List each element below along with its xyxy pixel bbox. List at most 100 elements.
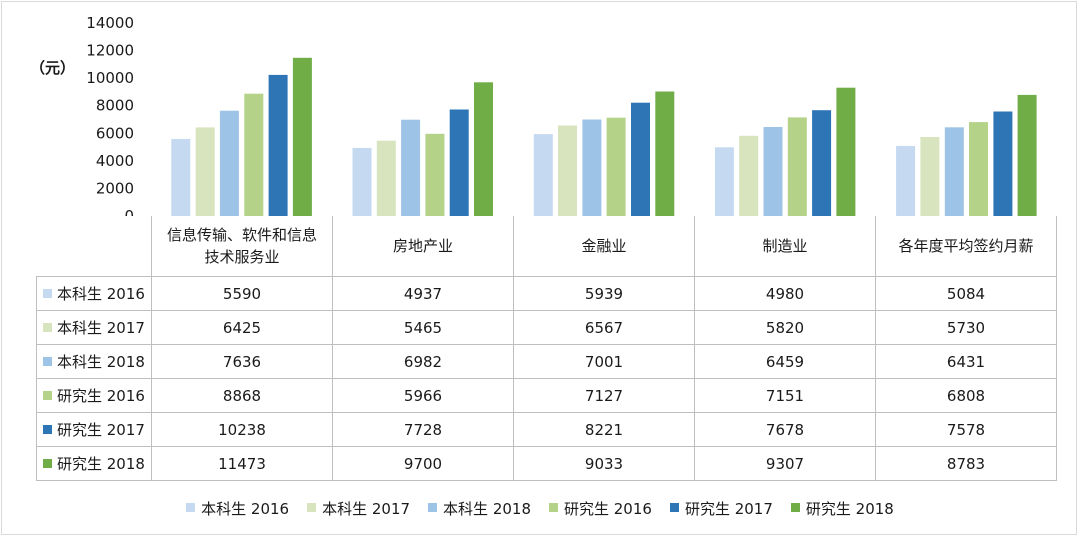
table-cell-value: 4937 [332,276,514,311]
legend-label: 研究生 2017 [684,499,773,518]
series-swatch [43,391,52,400]
table-cell-value: 5730 [875,310,1057,345]
bar [1017,94,1037,216]
table-cell-value: 6425 [151,310,333,345]
bar [836,87,856,216]
table-cell-value: 9033 [513,446,695,481]
bar [292,57,312,216]
series-name: 本科生 2017 [57,319,145,337]
bar [655,91,675,216]
table-cell-value: 8783 [875,446,1057,481]
bar [244,93,264,216]
bar [739,135,759,216]
table-cell-value: 7678 [694,412,876,447]
table-cell-value: 5820 [694,310,876,345]
table-cell-value: 8868 [151,378,333,413]
legend-swatch [307,502,317,512]
category-label: 金融业 [513,216,695,277]
category-label-text: 制造业 [762,237,808,255]
bar [993,111,1013,216]
y-tick-label: 6000 [96,124,134,142]
table-cell-value: 8221 [513,412,695,447]
bar [352,147,372,216]
y-axis-ticks: 0 2000 4000 6000 8000 10000 12000 14000 [86,14,134,216]
table-cell-value: 11473 [151,446,333,481]
legend: 本科生 2016 本科生 2017 本科生 2018 研究生 2016 研究生 2017… [0,494,1080,522]
table-row: 研究生 2017 10238 7728 8221 7678 7578 [36,412,1057,447]
table-row: 研究生 2016 8868 5966 7127 7151 6808 [36,378,1057,413]
bar [896,145,916,216]
series-name: 研究生 2018 [57,455,145,473]
table-row: 本科生 2016 5590 4937 5939 4980 5084 [36,276,1057,311]
y-tick-label: 0 [124,207,134,216]
table-cell-value: 7728 [332,412,514,447]
legend-swatch [428,502,438,512]
table-cell-value: 6459 [694,344,876,379]
chart-plot: （元） 0 2000 4000 6000 8000 10000 12000 14000 [30,14,1037,216]
bar [474,82,493,216]
legend-item: 研究生 2018 [790,498,894,519]
y-tick-label: 12000 [86,42,134,60]
table-row: 研究生 2018 11473 9700 9033 9307 8783 [36,446,1057,481]
bar [558,125,577,216]
series-label-cell: 研究生 2018 [36,446,152,481]
series-swatch [43,323,52,332]
table-cell-value: 6431 [875,344,1057,379]
bar [920,137,940,216]
bar [631,102,650,216]
table-cell-value: 6808 [875,378,1057,413]
table-cell-value: 4980 [694,276,876,311]
table-cell-value: 5590 [151,276,333,311]
table-cell-value: 6982 [332,344,514,379]
category-label-text: 金融业 [581,237,627,255]
legend-item: 研究生 2016 [549,498,652,519]
y-tick-label: 2000 [96,179,134,197]
bars-group [171,57,1037,216]
table-cell-value: 7151 [694,378,876,413]
bar [195,127,215,216]
bar [401,119,421,216]
legend-swatch [186,502,196,512]
bar [944,127,964,216]
table-row: 本科生 2017 6425 5465 6567 5820 5730 [36,310,1057,345]
series-swatch [43,459,52,468]
legend-swatch [669,502,679,512]
bar [969,122,988,216]
bar [533,134,553,216]
series-label-cell: 研究生 2017 [36,412,152,447]
table-cell-value: 9700 [332,446,514,481]
series-swatch [43,425,52,434]
bar [763,127,783,216]
table-corner [36,216,152,277]
category-label: 信息传输、软件和信息技术服务业 [151,216,333,277]
legend-item: 研究生 2017 [669,498,773,519]
table-header-row: 信息传输、软件和信息技术服务业 房地产业 金融业 制造业 各年度平均签约月薪 [36,216,1057,277]
table-cell-value: 5966 [332,378,514,413]
series-name: 本科生 2016 [57,285,145,303]
category-label-text: 各年度平均签约月薪 [898,237,1034,255]
category-label: 房地产业 [332,216,514,277]
legend-swatch [790,502,800,512]
y-tick-label: 8000 [96,97,134,115]
category-label-text: 信息传输、软件和信息技术服务业 [167,226,318,266]
y-unit-label: （元） [30,59,75,77]
series-name: 研究生 2017 [57,421,145,439]
bar [787,117,807,216]
legend-label: 本科生 2018 [443,499,531,518]
bar [219,110,239,216]
bar [606,117,626,216]
legend-label: 研究生 2018 [805,499,894,518]
series-name: 本科生 2018 [57,353,145,371]
category-label: 制造业 [694,216,876,277]
series-label-cell: 本科生 2016 [36,276,152,311]
series-label-cell: 研究生 2016 [36,378,152,413]
table-cell-value: 10238 [151,412,333,447]
table-cell-value: 7636 [151,344,333,379]
y-tick-label: 4000 [96,152,134,170]
table-cell-value: 9307 [694,446,876,481]
bar [582,119,602,216]
series-label-cell: 本科生 2017 [36,310,152,345]
series-swatch [43,289,52,298]
bar [171,138,191,216]
